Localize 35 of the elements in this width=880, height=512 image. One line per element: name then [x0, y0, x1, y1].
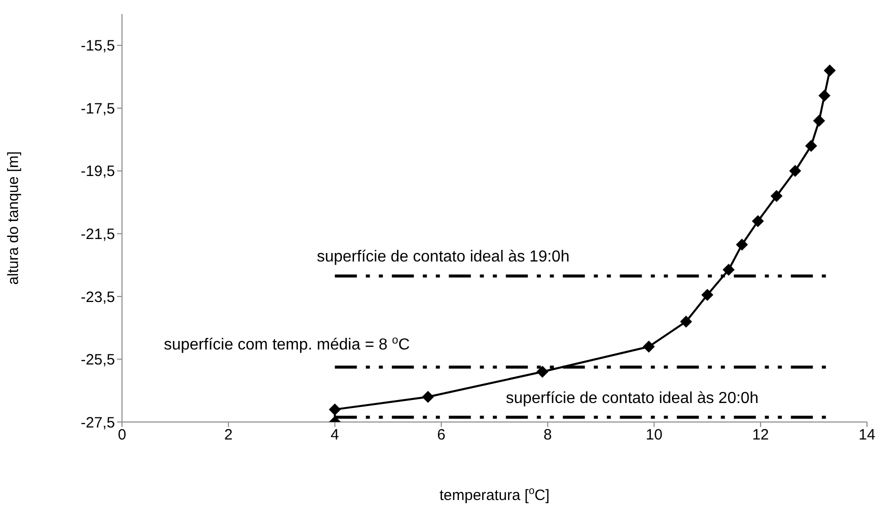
point [701, 288, 714, 301]
x-tick-label: 2 [224, 426, 233, 444]
point [813, 114, 826, 127]
point [805, 140, 818, 152]
point [722, 264, 735, 276]
x-tick-label: 14 [858, 426, 876, 444]
point [770, 190, 783, 202]
y-tick-label: -15,5 [80, 38, 115, 55]
x-tick-label: 8 [544, 426, 552, 444]
point [752, 215, 764, 228]
point [328, 403, 341, 416]
x-tick-label: 12 [752, 426, 769, 444]
x-tick-label: 4 [330, 426, 340, 444]
point [736, 238, 748, 251]
point [818, 90, 830, 102]
point [422, 390, 434, 403]
y-tick-label: -25,5 [80, 352, 115, 369]
x-tick-label: 6 [437, 426, 446, 444]
point [824, 64, 836, 76]
y-tick-label: -19,5 [80, 163, 115, 180]
y-tick-label: -17,5 [80, 100, 115, 118]
point [642, 340, 655, 353]
series-label: superfície de contato ideal às 19:0h [316, 248, 570, 266]
y-tick-label: -27,5 [80, 414, 115, 432]
x-axis-title: temperatura [$^{o}$C] [439, 485, 550, 504]
series-label: superfície de contato ideal às 20:0h [506, 390, 758, 407]
y-tick-label: -23,5 [80, 288, 115, 306]
point [789, 164, 802, 177]
point [680, 316, 692, 328]
y-axis-title: altura do tanque [m] [5, 151, 22, 285]
point [536, 366, 548, 378]
y-tick-label: -21,5 [80, 226, 115, 244]
series-label: superfície com temp. média = 8 $^{o}$C [164, 334, 410, 354]
x-tick-label: 0 [118, 426, 126, 444]
x-tick-label: 10 [646, 426, 662, 444]
